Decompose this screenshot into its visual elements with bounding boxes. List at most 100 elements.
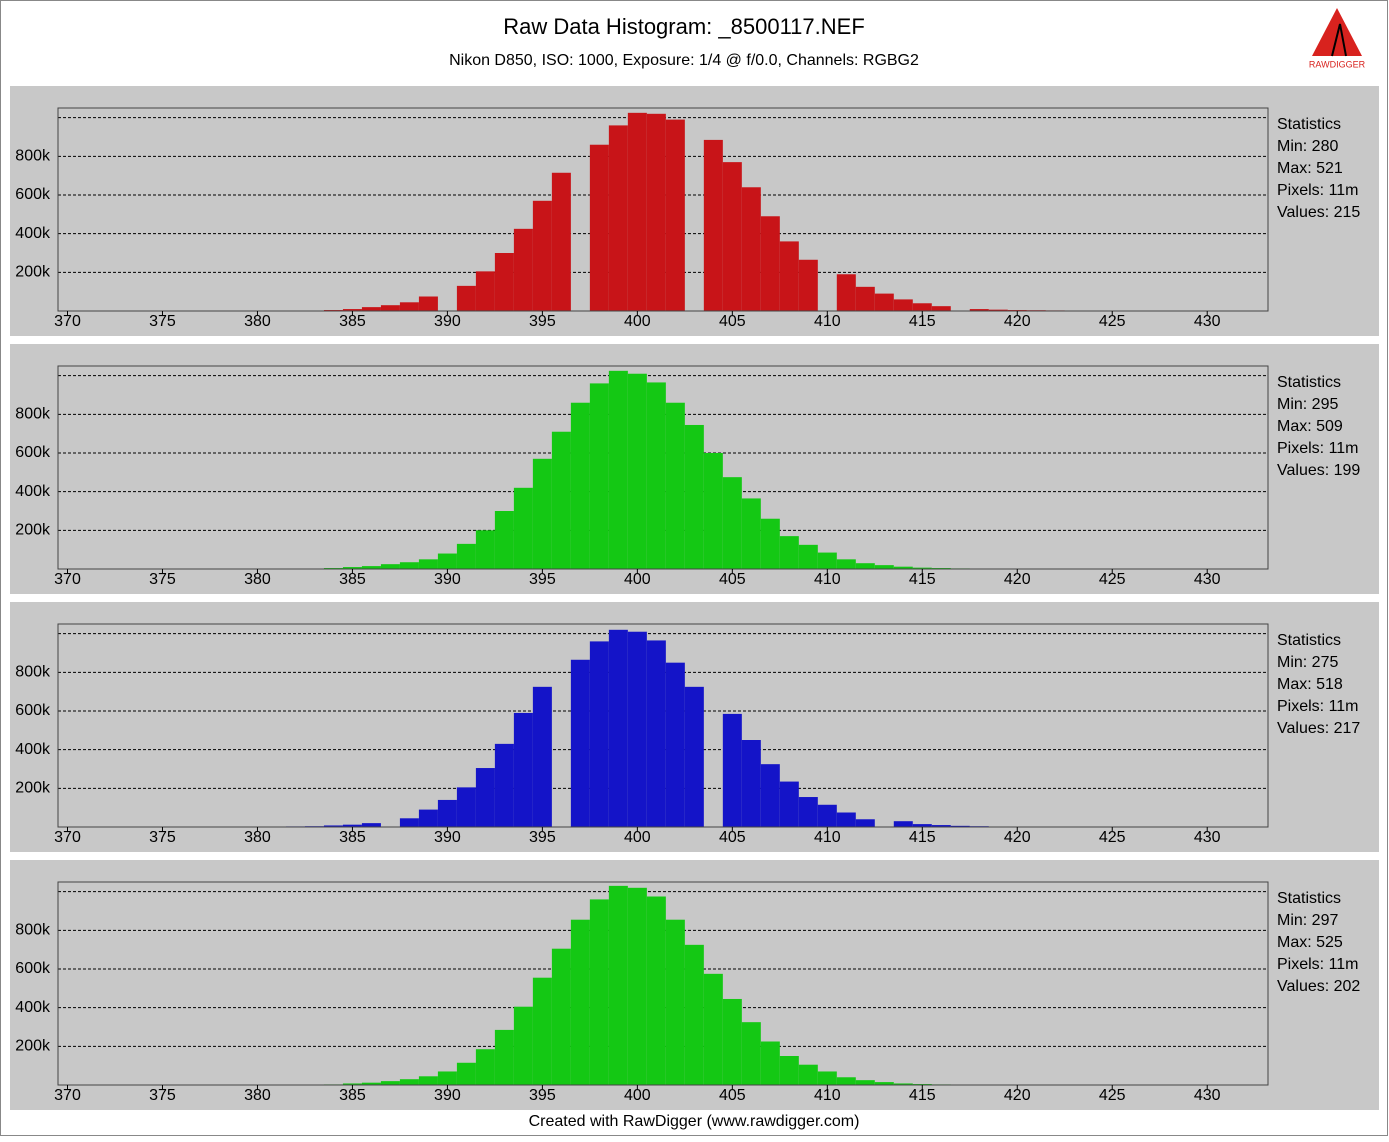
- bar: [438, 554, 457, 569]
- bar: [704, 453, 723, 569]
- bar: [894, 299, 913, 311]
- x-tick-label: 380: [244, 829, 271, 846]
- bar: [799, 797, 818, 827]
- bar: [913, 303, 932, 311]
- x-tick-label: 375: [149, 1087, 176, 1104]
- bar: [381, 564, 400, 569]
- x-tick-label: 405: [719, 313, 746, 330]
- bar: [552, 432, 571, 569]
- stats-title: Statistics: [1277, 632, 1341, 649]
- bar: [761, 764, 780, 827]
- bar: [381, 1081, 400, 1085]
- x-tick-label: 425: [1099, 313, 1126, 330]
- bar: [609, 371, 628, 569]
- y-tick-label: 200k: [15, 1038, 51, 1055]
- stats-line: Max: 518: [1277, 676, 1343, 693]
- bar: [875, 565, 894, 569]
- bar: [837, 813, 856, 828]
- bar: [533, 687, 552, 827]
- bar: [419, 1076, 438, 1085]
- y-tick-label: 600k: [15, 702, 51, 719]
- x-tick-label: 375: [149, 571, 176, 588]
- bar: [666, 403, 685, 569]
- y-tick-label: 400k: [15, 483, 51, 500]
- x-tick-label: 405: [719, 1087, 746, 1104]
- stats-line: Min: 295: [1277, 396, 1338, 413]
- y-tick-label: 400k: [15, 741, 51, 758]
- x-tick-label: 370: [54, 571, 81, 588]
- bar: [571, 403, 590, 569]
- bar: [780, 1056, 799, 1085]
- bar: [381, 305, 400, 311]
- y-tick-label: 800k: [15, 406, 51, 423]
- bar: [476, 530, 495, 569]
- bar: [514, 229, 533, 311]
- stats-line: Max: 525: [1277, 934, 1343, 951]
- bar: [400, 1079, 419, 1085]
- bar: [609, 630, 628, 827]
- bar: [666, 120, 685, 311]
- x-tick-label: 410: [814, 571, 841, 588]
- x-tick-label: 370: [54, 829, 81, 846]
- bar: [685, 425, 704, 569]
- stats-line: Pixels: 11m: [1277, 956, 1359, 973]
- bar: [362, 307, 381, 311]
- stats-line: Max: 521: [1277, 160, 1343, 177]
- bar: [685, 687, 704, 827]
- x-tick-label: 385: [339, 313, 366, 330]
- x-tick-label: 370: [54, 313, 81, 330]
- y-tick-label: 200k: [15, 264, 51, 281]
- bar: [761, 1042, 780, 1086]
- bar: [742, 498, 761, 569]
- x-tick-label: 375: [149, 829, 176, 846]
- x-tick-label: 390: [434, 1087, 461, 1104]
- x-tick-label: 415: [909, 571, 936, 588]
- x-tick-label: 430: [1194, 829, 1221, 846]
- x-tick-label: 405: [719, 829, 746, 846]
- y-tick-label: 800k: [15, 148, 51, 165]
- stats-line: Min: 297: [1277, 912, 1338, 929]
- x-tick-label: 420: [1004, 313, 1031, 330]
- x-tick-label: 420: [1004, 571, 1031, 588]
- bar: [761, 216, 780, 311]
- x-tick-label: 400: [624, 829, 651, 846]
- stats-title: Statistics: [1277, 374, 1341, 391]
- chart-subtitle: Nikon D850, ISO: 1000, Exposure: 1/4 @ f…: [449, 52, 919, 69]
- x-tick-label: 430: [1194, 571, 1221, 588]
- bar: [799, 1065, 818, 1085]
- x-tick-label: 410: [814, 313, 841, 330]
- bar: [590, 383, 609, 569]
- bar: [894, 821, 913, 827]
- bar: [647, 897, 666, 1086]
- footer: Created with RawDigger (www.rawdigger.co…: [529, 1113, 860, 1130]
- bar: [590, 145, 609, 311]
- bar: [799, 545, 818, 569]
- stats-line: Min: 275: [1277, 654, 1338, 671]
- x-tick-label: 380: [244, 313, 271, 330]
- bar: [685, 945, 704, 1085]
- x-tick-label: 370: [54, 1087, 81, 1104]
- bar: [495, 511, 514, 569]
- bar: [609, 886, 628, 1085]
- bar: [533, 201, 552, 311]
- stats-line: Pixels: 11m: [1277, 698, 1359, 715]
- bar: [476, 271, 495, 311]
- bar: [419, 810, 438, 827]
- y-tick-label: 600k: [15, 960, 51, 977]
- bar: [571, 920, 590, 1085]
- y-tick-label: 600k: [15, 444, 51, 461]
- bar: [476, 768, 495, 827]
- bar: [400, 302, 419, 311]
- bar: [799, 260, 818, 311]
- bar: [742, 740, 761, 827]
- bar: [647, 640, 666, 827]
- bar: [856, 287, 875, 311]
- bar: [457, 1063, 476, 1085]
- stats-line: Max: 509: [1277, 418, 1343, 435]
- bar: [628, 374, 647, 569]
- chart-title: Raw Data Histogram: _8500117.NEF: [503, 14, 865, 39]
- bar: [780, 782, 799, 827]
- bar: [419, 297, 438, 312]
- x-tick-label: 410: [814, 829, 841, 846]
